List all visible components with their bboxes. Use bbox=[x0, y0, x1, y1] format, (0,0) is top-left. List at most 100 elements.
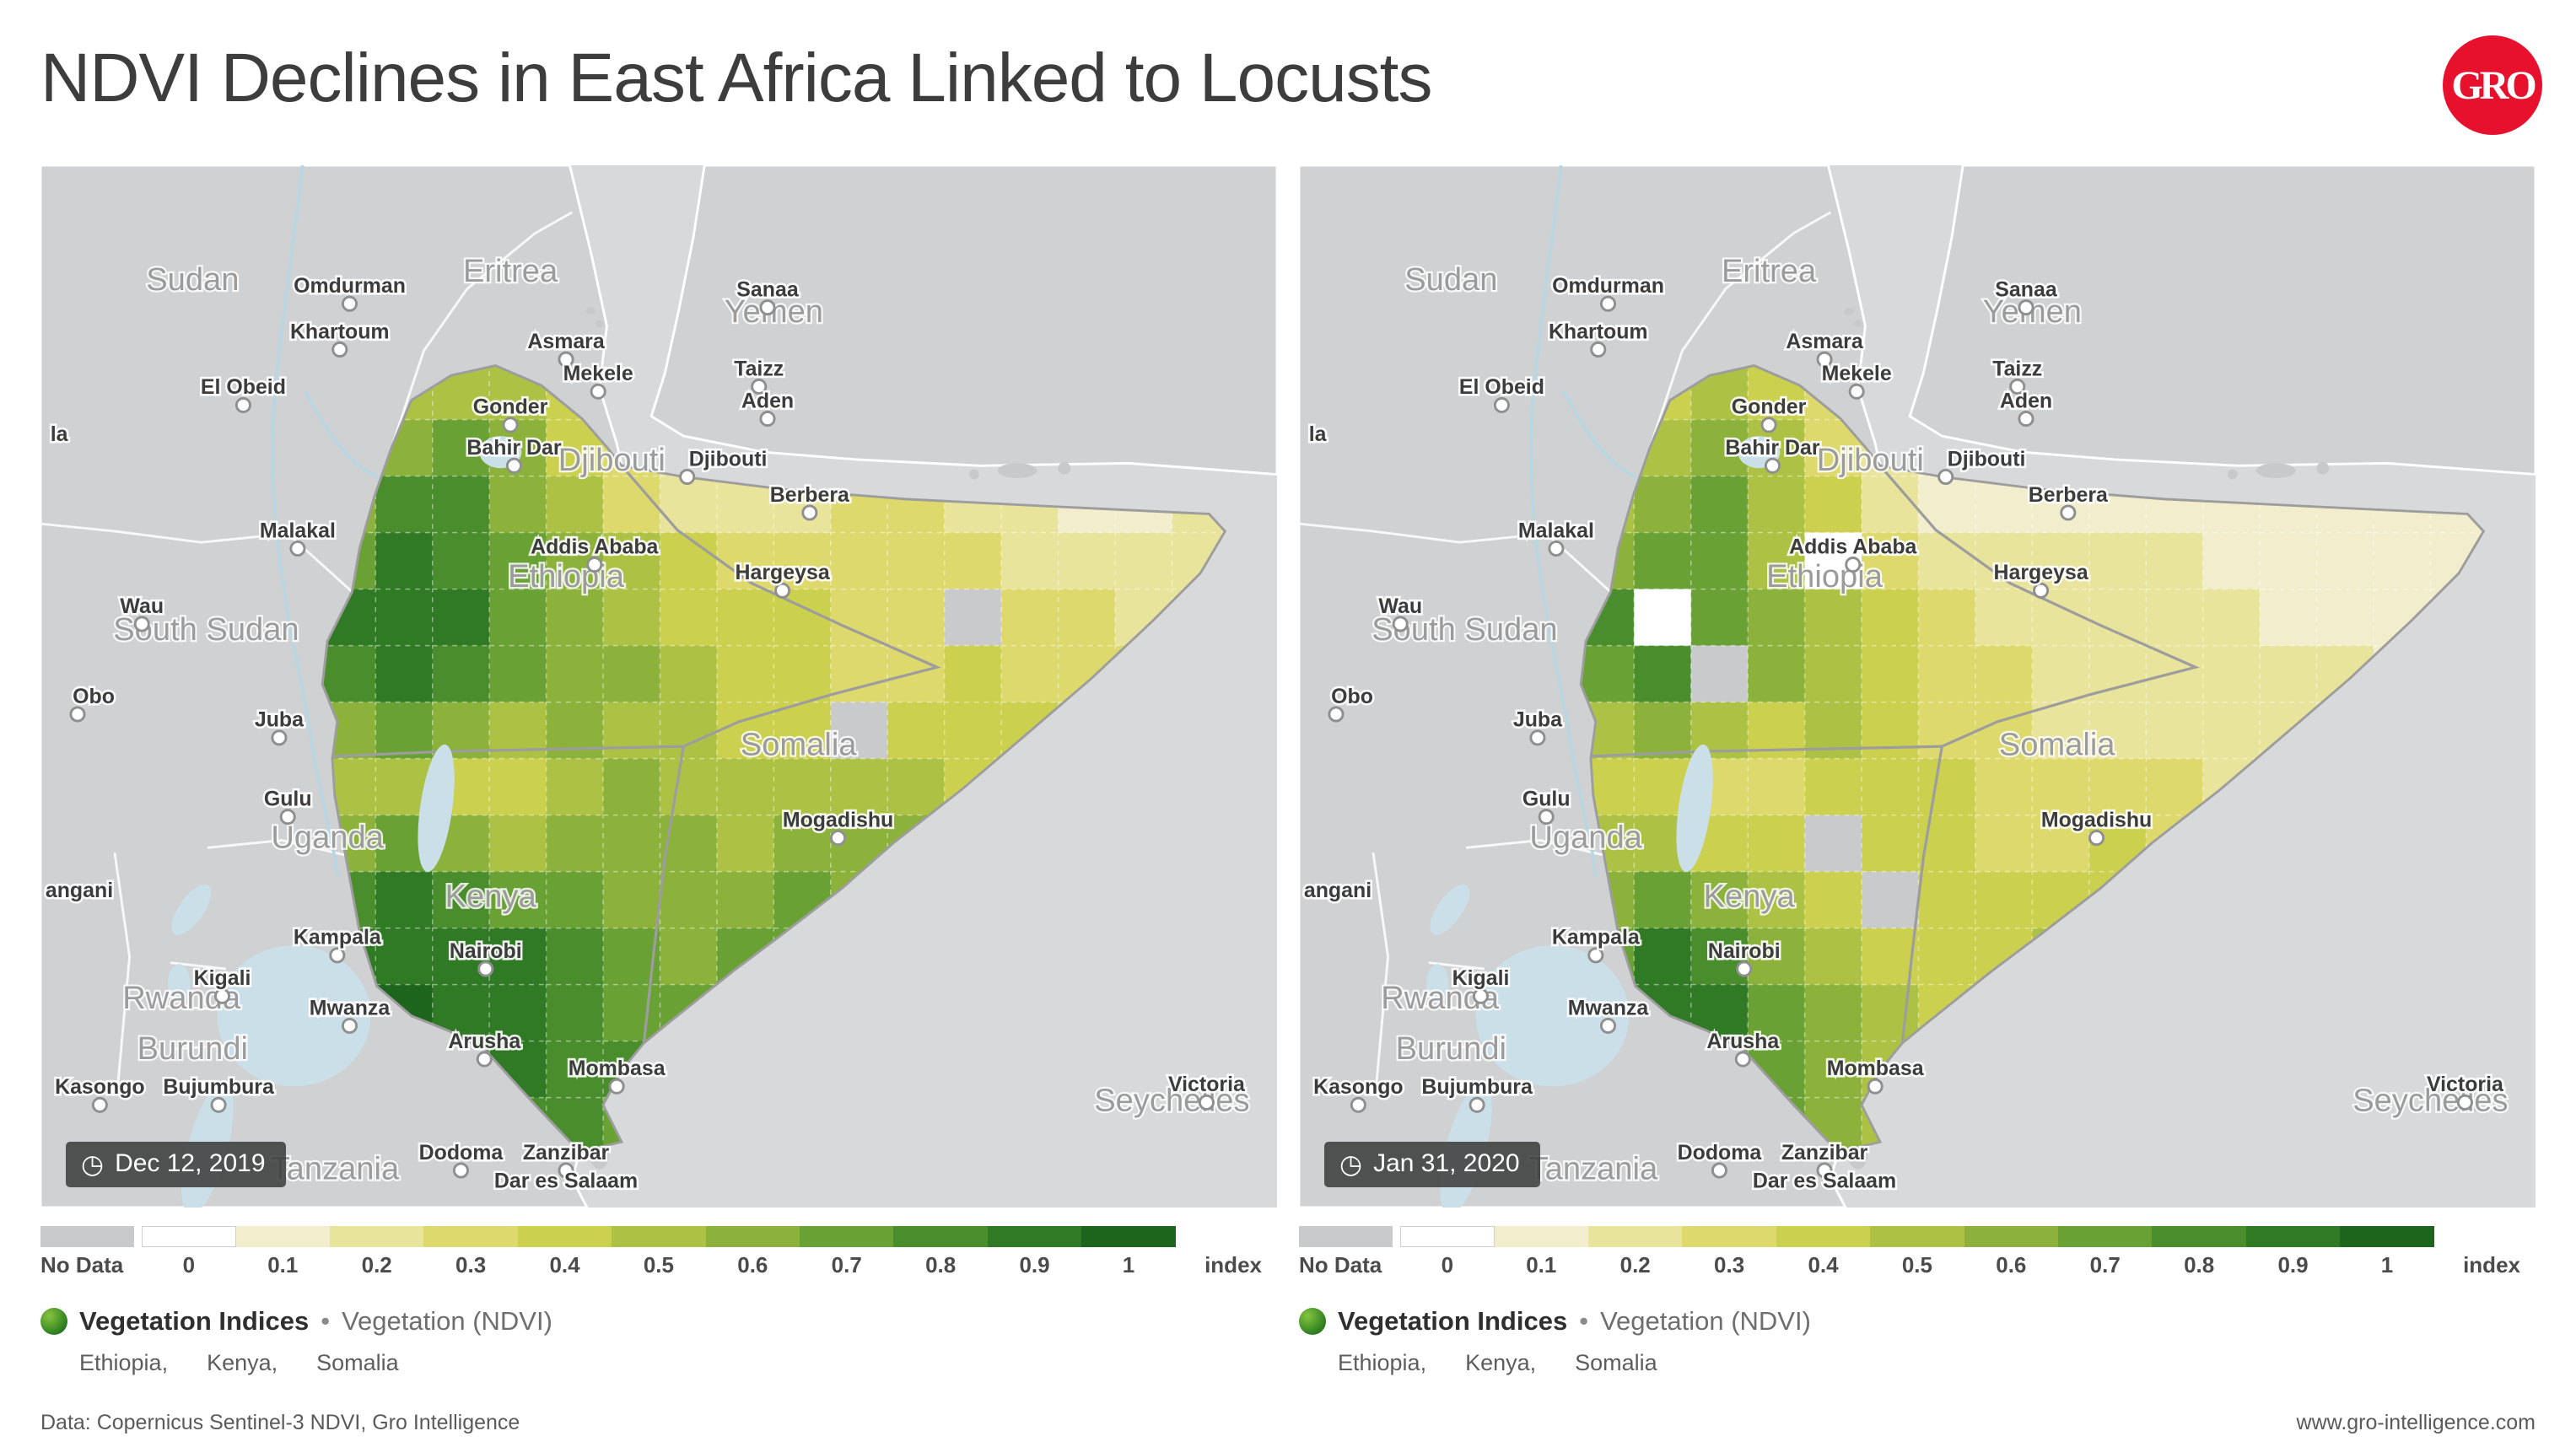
city-marker bbox=[502, 417, 519, 433]
series-separator: • bbox=[1579, 1305, 1589, 1336]
lake bbox=[1475, 945, 1630, 1087]
country-border bbox=[1648, 211, 1832, 448]
lake bbox=[171, 884, 212, 935]
city-marker bbox=[1493, 396, 1510, 413]
city-label: Berbera bbox=[2029, 483, 2109, 507]
island bbox=[997, 463, 1037, 478]
legend-swatch bbox=[800, 1226, 894, 1247]
country-label: Seychelles bbox=[1094, 1084, 1249, 1119]
city-label: Sanaa bbox=[1995, 277, 2058, 301]
country-label: Tanzania bbox=[271, 1151, 400, 1186]
country-border bbox=[113, 852, 132, 1093]
city-label: Mombasa bbox=[569, 1057, 666, 1080]
city-label: Asmara bbox=[527, 330, 606, 353]
city-label: Dar es Salaam bbox=[494, 1170, 638, 1193]
city-label: Nairobi bbox=[450, 939, 522, 963]
city-label: Gulu bbox=[1522, 787, 1571, 810]
legend-swatch bbox=[1682, 1226, 1776, 1247]
country-border bbox=[207, 839, 347, 857]
lake bbox=[418, 744, 455, 872]
city-label: Victoria bbox=[1168, 1073, 1246, 1096]
legend-swatch bbox=[235, 1226, 330, 1247]
city-marker bbox=[1538, 809, 1555, 826]
city-label: Mogadishu bbox=[2041, 808, 2152, 831]
city-marker bbox=[289, 540, 306, 557]
city-label: Aden bbox=[741, 389, 794, 412]
city-label: Obo bbox=[73, 685, 115, 708]
gro-logo-text: GRO bbox=[2451, 62, 2536, 108]
city-marker bbox=[341, 295, 358, 312]
arabia-landmass bbox=[649, 165, 1277, 476]
city-marker bbox=[751, 378, 768, 395]
city-label: Addis Ababa bbox=[1789, 535, 1917, 558]
country-border bbox=[164, 1004, 224, 1011]
city-marker bbox=[1816, 351, 1833, 368]
city-label: Nairobi bbox=[1708, 939, 1781, 963]
country-label: Burundi bbox=[137, 1031, 248, 1067]
legend-swatch bbox=[423, 1226, 518, 1247]
legend-swatch bbox=[2340, 1226, 2434, 1247]
ndvi-legend: No Data 0 0.1 0.2 0.3 0.4 0.5 0.6 0.7 0.8 0.9 1 inde… bbox=[1299, 1226, 2536, 1278]
legend-tick-label: 0.7 bbox=[831, 1252, 862, 1278]
city-label: Aden bbox=[2000, 389, 2052, 412]
legend-tick-label: 0.8 bbox=[925, 1252, 957, 1278]
country-label: Eritrea bbox=[1722, 254, 1817, 289]
series-name: Vegetation Indices bbox=[1338, 1305, 1568, 1336]
country-label: Uganda bbox=[271, 820, 384, 855]
country-label: Tanzania bbox=[1529, 1151, 1658, 1186]
city-marker bbox=[679, 468, 696, 486]
city-marker bbox=[1736, 960, 1753, 977]
city-label: Kasongo bbox=[1313, 1075, 1404, 1099]
lake bbox=[1425, 964, 1449, 1004]
city-label: Victoria bbox=[2427, 1073, 2504, 1096]
legend-swatch bbox=[1400, 1226, 1495, 1247]
country-label: Seychelles bbox=[2352, 1084, 2508, 1119]
city-marker bbox=[1587, 947, 1604, 964]
vegetation-indices-icon bbox=[40, 1307, 67, 1335]
city-label: Khartoum bbox=[290, 320, 390, 343]
city-label: Wau bbox=[120, 594, 164, 618]
legend-swatch-no-data bbox=[40, 1226, 135, 1247]
legend-tick-label: 1 bbox=[2380, 1252, 2394, 1278]
vegetation-indices-icon bbox=[1299, 1307, 1326, 1335]
city-marker bbox=[2018, 299, 2034, 316]
island bbox=[968, 469, 979, 480]
city-label: El Obeid bbox=[201, 375, 286, 399]
city-marker bbox=[558, 351, 574, 368]
map-canvas-dec-2019: SudanEritreaYemenDjiboutiSouth SudanEthi… bbox=[40, 165, 1277, 1208]
city-label: Kampala bbox=[294, 926, 382, 949]
river bbox=[271, 165, 339, 877]
lake bbox=[217, 945, 371, 1087]
island bbox=[2316, 461, 2330, 475]
legend-colorbar bbox=[40, 1226, 1277, 1247]
legend-colorbar bbox=[1299, 1226, 2536, 1247]
city-marker bbox=[1764, 457, 1781, 474]
country-border bbox=[1422, 1004, 1483, 1011]
city-label: Kigali bbox=[1452, 966, 1510, 990]
data-source: Data: Copernicus Sentinel-3 NDVI, Gro In… bbox=[40, 1411, 520, 1434]
city-marker bbox=[1711, 1162, 1727, 1179]
country-border bbox=[170, 1044, 226, 1051]
city-marker bbox=[452, 1162, 469, 1179]
island bbox=[2255, 463, 2296, 478]
series-name: Vegetation Indices bbox=[79, 1305, 310, 1336]
country-label: Eritrea bbox=[463, 254, 558, 289]
city-label: Malakal bbox=[260, 519, 336, 542]
series-metric: Vegetation (NDVI) bbox=[342, 1305, 552, 1336]
date-label: Jan 31, 2020 bbox=[1373, 1149, 1520, 1177]
legend-labels: No Data 0 0.1 0.2 0.3 0.4 0.5 0.6 0.7 0.8 0.9 1 inde… bbox=[1299, 1252, 2536, 1278]
city-label: Mogadishu bbox=[783, 808, 893, 831]
city-label: Bahir Dar bbox=[466, 436, 561, 460]
city-label: Zanzibar bbox=[1781, 1141, 1868, 1165]
city-marker bbox=[586, 557, 603, 573]
legend-swatch bbox=[1494, 1226, 1588, 1247]
country-border bbox=[1299, 522, 1612, 593]
series-regions: Ethiopia, Kenya, Somalia bbox=[1338, 1350, 2536, 1376]
legend-swatch bbox=[2058, 1226, 2153, 1247]
city-label: Mekele bbox=[1822, 362, 1892, 385]
city-marker bbox=[1848, 383, 1865, 400]
city-label: Kasongo bbox=[55, 1075, 145, 1099]
legend-tick-label: 1 bbox=[1122, 1252, 1135, 1278]
arabia-landmass bbox=[1908, 165, 2536, 476]
city-marker bbox=[2009, 378, 2026, 395]
